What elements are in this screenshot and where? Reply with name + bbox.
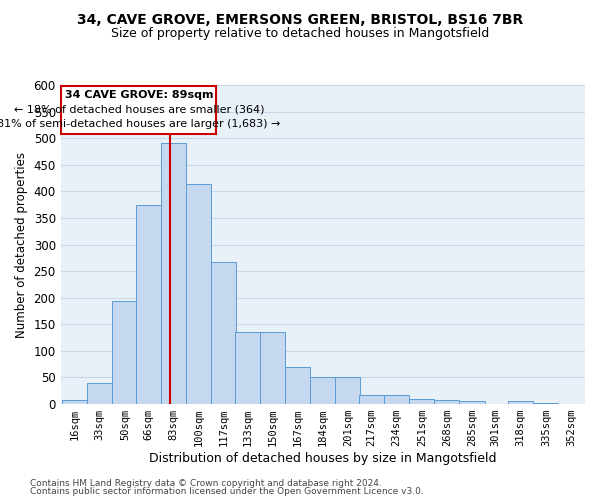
Text: ← 18% of detached houses are smaller (364): ← 18% of detached houses are smaller (36… — [14, 104, 264, 115]
Bar — [61, 86, 217, 134]
Bar — [260, 332, 285, 404]
Text: 81% of semi-detached houses are larger (1,683) →: 81% of semi-detached houses are larger (… — [0, 119, 281, 129]
Text: 34 CAVE GROVE: 89sqm: 34 CAVE GROVE: 89sqm — [65, 90, 213, 101]
Bar — [87, 383, 112, 404]
Bar — [161, 144, 186, 404]
Bar — [186, 184, 211, 404]
Bar — [62, 400, 87, 404]
Bar — [508, 402, 533, 404]
Text: Contains HM Land Registry data © Crown copyright and database right 2024.: Contains HM Land Registry data © Crown c… — [30, 478, 382, 488]
X-axis label: Distribution of detached houses by size in Mangotsfield: Distribution of detached houses by size … — [149, 452, 497, 465]
Text: 34, CAVE GROVE, EMERSONS GREEN, BRISTOL, BS16 7BR: 34, CAVE GROVE, EMERSONS GREEN, BRISTOL,… — [77, 12, 523, 26]
Bar — [310, 378, 335, 404]
Bar — [460, 402, 485, 404]
Bar — [409, 400, 434, 404]
Y-axis label: Number of detached properties: Number of detached properties — [15, 152, 28, 338]
Text: Size of property relative to detached houses in Mangotsfield: Size of property relative to detached ho… — [111, 28, 489, 40]
Text: Contains public sector information licensed under the Open Government Licence v3: Contains public sector information licen… — [30, 487, 424, 496]
Bar — [211, 262, 236, 404]
Bar — [533, 403, 559, 404]
Bar — [112, 302, 137, 404]
Bar — [235, 332, 260, 404]
Bar — [384, 394, 409, 404]
Bar — [434, 400, 460, 404]
Bar — [359, 394, 384, 404]
Bar — [285, 367, 310, 404]
Bar — [136, 204, 161, 404]
Bar — [335, 378, 361, 404]
